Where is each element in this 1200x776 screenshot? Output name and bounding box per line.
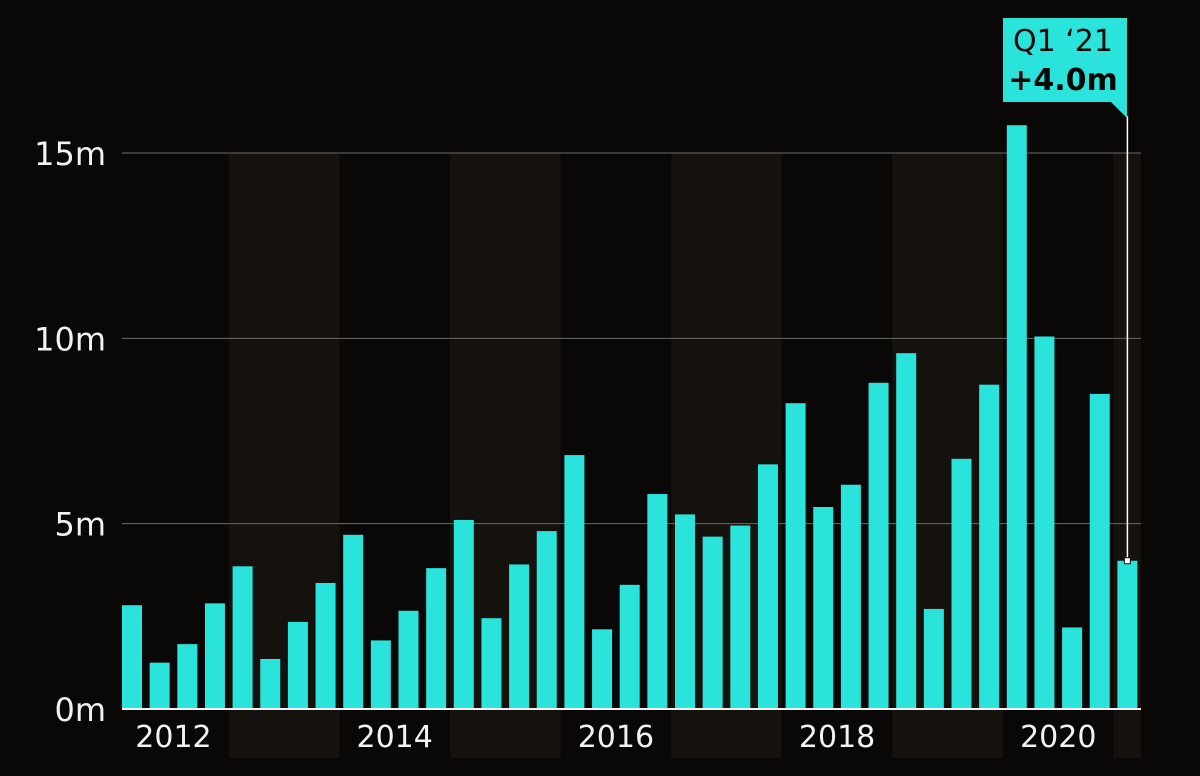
annotation-marker (1123, 557, 1131, 565)
annotation-label-period: Q1 ‘21 (1013, 24, 1113, 59)
bar (122, 605, 142, 709)
bar (813, 506, 834, 709)
bar (509, 564, 530, 709)
bar (315, 582, 336, 709)
bar (453, 519, 474, 709)
bar (536, 531, 557, 709)
bar (1062, 627, 1083, 709)
x-tick-label: 2016 (578, 720, 654, 755)
bar (840, 484, 861, 709)
y-tick-label: 0m (54, 691, 106, 729)
y-tick-label: 5m (54, 506, 106, 544)
bar (979, 384, 1000, 709)
y-tick-label: 15m (34, 135, 106, 173)
bars-layer (122, 125, 1138, 709)
bar (343, 534, 364, 709)
bar (647, 494, 668, 709)
x-tick-label: 2012 (135, 720, 211, 755)
annotation-layer: Q1 ‘21 +4.0m (1003, 18, 1131, 565)
bar (1089, 393, 1110, 709)
bar (481, 618, 502, 709)
axis-layer: 0m 5m 10m 15m 2012 2014 2016 2018 2020 (34, 135, 1141, 755)
bar (923, 608, 944, 709)
bar (260, 658, 281, 709)
bar (564, 455, 585, 709)
bar (398, 610, 419, 709)
bar (785, 403, 806, 709)
bar (177, 644, 198, 709)
bar (149, 662, 170, 709)
bar (702, 536, 723, 709)
bar (868, 382, 889, 709)
y-tick-label: 10m (34, 320, 106, 358)
bar (1034, 336, 1055, 709)
bar (730, 525, 751, 709)
bar (232, 566, 253, 709)
bar (619, 584, 640, 709)
bar (951, 458, 972, 709)
x-tick-label: 2020 (1020, 720, 1096, 755)
x-tick-label: 2014 (356, 720, 432, 755)
bar (204, 603, 225, 709)
bar (1117, 560, 1138, 709)
bar (896, 353, 917, 709)
bar (757, 464, 778, 709)
bar (426, 568, 447, 709)
annotation-label-value: +4.0m (1008, 63, 1118, 98)
bar (370, 640, 391, 709)
bar (592, 629, 613, 709)
bar (675, 514, 695, 709)
bar (1006, 125, 1027, 709)
bar (287, 621, 308, 709)
annotation-callout-box (1003, 18, 1127, 118)
x-tick-label: 2018 (799, 720, 875, 755)
